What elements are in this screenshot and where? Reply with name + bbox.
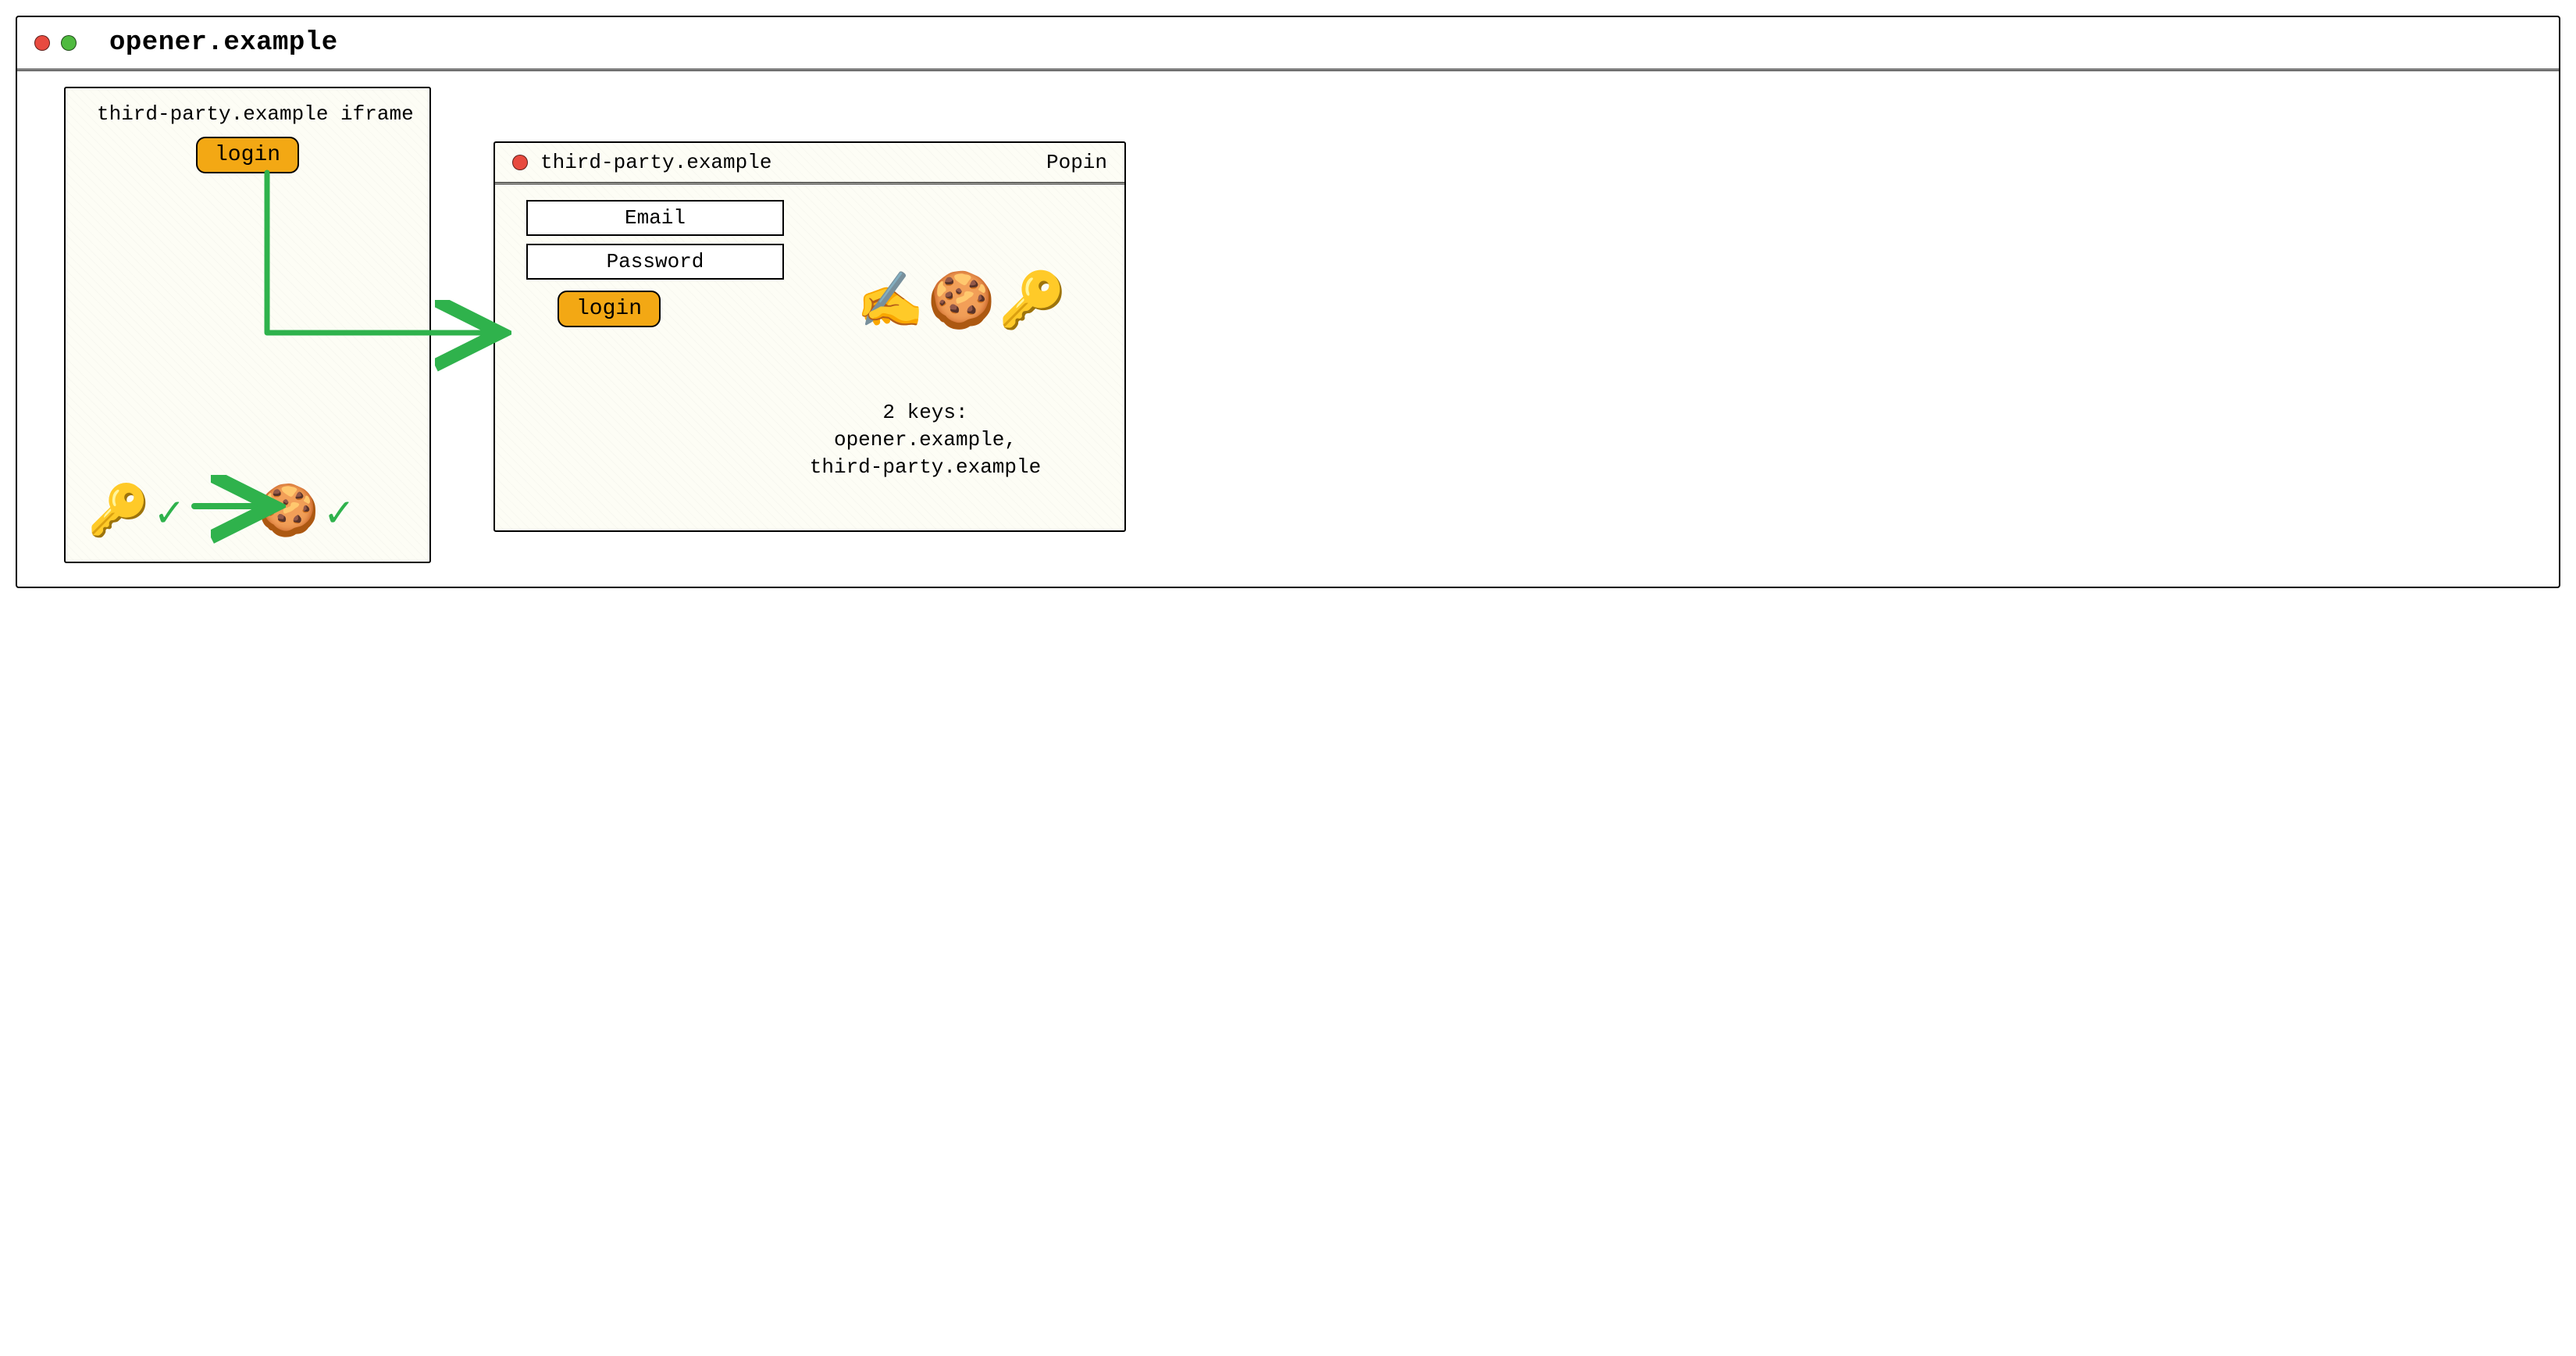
checkmark-icon: ✓ <box>326 493 352 537</box>
key-icon: 🔑 <box>87 490 150 540</box>
keys-heading: 2 keys: <box>781 399 1070 426</box>
login-form: Email Password login <box>526 200 784 327</box>
popin-titlebar: third-party.example Popin <box>495 143 1124 184</box>
keys-line-2: third-party.example <box>781 454 1070 481</box>
close-dot-icon[interactable] <box>34 35 50 51</box>
popin-title: third-party.example <box>540 151 771 174</box>
keys-caption: 2 keys: opener.example, third-party.exam… <box>781 399 1070 481</box>
iframe-bottom-icons: 🔑 ✓ 🍪 ✓ <box>87 490 352 540</box>
minimize-dot-icon[interactable] <box>61 35 77 51</box>
keys-line-1: opener.example, <box>781 426 1070 454</box>
main-browser-window: opener.example third-party.example ifram… <box>16 16 2560 588</box>
main-body: third-party.example iframe login 🔑 ✓ 🍪 ✓ <box>17 71 2559 587</box>
write-cookie-key-icons: ✍️🍪🔑 <box>857 278 1070 333</box>
popin-panel: third-party.example Popin Email Password… <box>493 141 1126 532</box>
checkmark-icon: ✓ <box>156 493 183 537</box>
popin-body: Email Password login ✍️🍪🔑 2 keys: opener… <box>495 184 1124 528</box>
popin-badge: Popin <box>1046 151 1107 174</box>
popin-login-button[interactable]: login <box>558 291 661 327</box>
password-field[interactable]: Password <box>526 244 784 280</box>
iframe-panel: third-party.example iframe login 🔑 ✓ 🍪 ✓ <box>64 87 431 563</box>
main-titlebar: opener.example <box>17 17 2559 71</box>
iframe-title: third-party.example iframe <box>81 102 414 126</box>
main-window-title: opener.example <box>109 28 338 58</box>
popin-close-dot-icon[interactable] <box>512 155 528 170</box>
iframe-login-button[interactable]: login <box>196 137 299 173</box>
cookie-icon: 🍪 <box>257 490 319 540</box>
email-field[interactable]: Email <box>526 200 784 236</box>
